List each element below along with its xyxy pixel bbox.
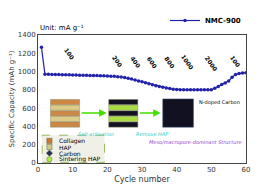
svg-text:800: 800 [22, 86, 35, 94]
svg-text:400: 400 [129, 55, 142, 69]
svg-text:0: 0 [31, 159, 35, 167]
svg-text:Specific Capacity (mAh g⁻¹): Specific Capacity (mAh g⁻¹) [8, 50, 16, 147]
svg-text:Self-activation: Self-activation [78, 131, 114, 137]
svg-text:NMC-900: NMC-900 [205, 17, 241, 25]
svg-text:N-doped Carbon: N-doped Carbon [199, 99, 240, 106]
svg-text:1000: 1000 [18, 68, 36, 76]
svg-text:Unit: mA g⁻¹: Unit: mA g⁻¹ [40, 24, 84, 32]
svg-text:1400: 1400 [18, 31, 36, 39]
svg-text:200: 200 [22, 141, 35, 149]
svg-text:100: 100 [63, 46, 76, 60]
svg-text:1000: 1000 [180, 53, 195, 71]
svg-text:800: 800 [163, 55, 176, 69]
svg-text:Cycle number: Cycle number [114, 175, 170, 184]
svg-text:40: 40 [172, 166, 181, 174]
svg-text:Remove HAP: Remove HAP [136, 131, 168, 137]
svg-text:30: 30 [138, 166, 147, 174]
svg-text:Sintering HAP: Sintering HAP [59, 155, 101, 163]
svg-text:600: 600 [22, 105, 35, 113]
svg-text:50: 50 [207, 166, 216, 174]
svg-text:Meso/macropore-dominant Struct: Meso/macropore-dominant Structure [149, 139, 242, 146]
svg-text:2000: 2000 [204, 55, 219, 73]
svg-text:Collagen: Collagen [59, 137, 85, 145]
svg-text:100: 100 [229, 54, 242, 68]
svg-text:10: 10 [68, 166, 77, 174]
svg-text:1200: 1200 [18, 50, 36, 58]
svg-text:20: 20 [103, 166, 112, 174]
svg-text:60: 60 [242, 166, 251, 174]
svg-text:200: 200 [111, 54, 124, 68]
svg-text:400: 400 [22, 123, 35, 131]
svg-text:600: 600 [146, 55, 159, 69]
svg-text:Carbon: Carbon [59, 150, 81, 157]
svg-text:HAP: HAP [59, 144, 72, 151]
svg-text:0: 0 [36, 166, 40, 174]
